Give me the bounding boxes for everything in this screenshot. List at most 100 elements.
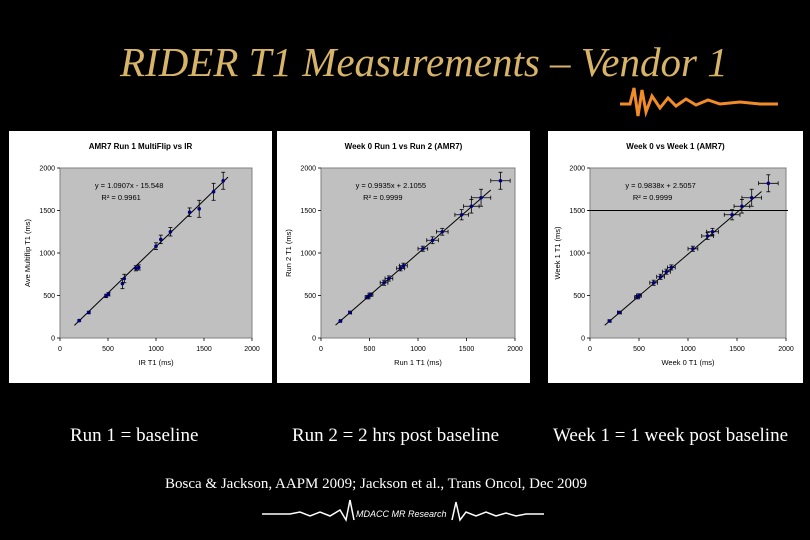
chart-title: AMR7 Run 1 MultiFlip vs IR [89, 142, 193, 151]
caption-week1: Week 1 = 1 week post baseline [553, 425, 789, 446]
chart-3: Week 0 vs Week 1 (AMR7) 0 500 1000 1500 2000 0… [553, 142, 794, 367]
data-point [766, 181, 771, 186]
trend-equation: y = 0.9838x + 2.5057 [625, 181, 695, 190]
trendline [335, 189, 492, 326]
data-point [430, 238, 435, 243]
x-tick-label: 1000 [680, 346, 696, 353]
x-tick-label: 500 [102, 346, 114, 353]
data-point [664, 269, 669, 274]
y-tick-label: 1000 [569, 251, 585, 258]
y-tick-label: 500 [304, 293, 316, 300]
ecg-wave-icon [620, 87, 778, 118]
r-squared: R² = 0.9999 [363, 193, 402, 202]
data-point [479, 195, 483, 200]
chart-panel-2: Week 0 Run 1 vs Run 2 (AMR7) 0 500 1000 1500… [277, 131, 530, 383]
x-axis-label: Run 1 T1 (ms) [394, 358, 442, 367]
data-point [617, 310, 622, 315]
y-axis-label: Ave Multiflip T1 (ms) [23, 218, 32, 287]
data-point [159, 237, 163, 242]
data-point [338, 319, 343, 323]
citation: Bosca & Jackson, AAPM 2009; Jackson et a… [165, 476, 588, 492]
caption-run1: Run 1 = baseline [70, 425, 199, 446]
data-point [421, 246, 425, 251]
data-point [221, 178, 225, 183]
data-point [637, 293, 641, 298]
chart-panel-1: AMR7 Run 1 MultiFlip vs IR 0 500 1000 1500 20… [9, 131, 272, 383]
data-point [387, 276, 391, 281]
x-tick-label: 0 [319, 346, 323, 353]
y-tick-label: 2000 [300, 166, 316, 173]
data-point [136, 265, 141, 270]
data-point [197, 207, 201, 211]
data-point [651, 280, 656, 285]
chart-2: Week 0 Run 1 vs Run 2 (AMR7) 0 500 1000 1500… [284, 142, 523, 367]
x-tick-label: 2000 [778, 346, 794, 353]
data-point [368, 292, 373, 297]
data-point [740, 204, 744, 209]
y-tick-label: 2000 [569, 166, 585, 173]
y-tick-label: 2000 [39, 166, 55, 173]
data-point [440, 229, 445, 234]
x-tick-label: 1000 [148, 346, 164, 353]
data-point [365, 295, 370, 299]
data-point [705, 234, 710, 238]
data-point [658, 275, 663, 279]
data-point [749, 195, 754, 200]
y-axis-label: Run 2 T1 (ms) [284, 229, 293, 277]
x-tick-label: 1500 [196, 346, 212, 353]
data-point [211, 190, 216, 194]
data-point [469, 204, 474, 209]
y-axis-label: Week 1 T1 (ms) [553, 226, 562, 280]
footer-text: MDACC MR Research [356, 509, 447, 519]
slide-title: RIDER T1 Measurements – Vendor 1 [120, 39, 728, 85]
r-squared: R² = 0.9961 [101, 193, 140, 202]
data-point [498, 178, 503, 183]
x-tick-label: 1500 [459, 346, 475, 353]
caption-run2: Run 2 = 2 hrs post baseline [292, 425, 500, 446]
y-tick-label: 1000 [300, 251, 316, 258]
y-tick-label: 0 [312, 336, 316, 343]
data-point [382, 280, 386, 285]
x-tick-label: 500 [364, 346, 376, 353]
x-tick-label: 0 [58, 346, 62, 353]
chart-panel-3: Week 0 vs Week 1 (AMR7) 0 500 1000 1500 2000 0… [548, 131, 803, 383]
data-point [459, 212, 464, 217]
data-point [154, 244, 158, 248]
y-tick-label: 1000 [39, 251, 55, 258]
data-point [168, 229, 173, 234]
data-point [106, 292, 111, 297]
data-point [187, 210, 192, 214]
data-point [87, 310, 91, 315]
chart-title: Week 0 vs Week 1 (AMR7) [626, 142, 725, 151]
data-point [134, 266, 138, 271]
x-tick-label: 2000 [507, 346, 523, 353]
r-squared: R² = 0.9999 [633, 193, 672, 202]
data-point [77, 318, 81, 323]
data-point [710, 229, 715, 234]
data-point [691, 246, 695, 251]
plot-area [59, 167, 253, 339]
data-point [122, 276, 127, 281]
data-point [607, 319, 612, 323]
data-point [401, 263, 406, 268]
y-tick-label: 0 [581, 336, 585, 343]
x-tick-label: 1500 [729, 346, 745, 353]
x-axis-label: Week 0 T1 (ms) [661, 358, 715, 367]
data-point [120, 281, 125, 286]
footer-wave-left-icon [262, 499, 355, 523]
y-tick-label: 500 [43, 293, 55, 300]
trend-equation: y = 1.0907x - 15.548 [95, 181, 164, 190]
y-tick-label: 1500 [300, 208, 316, 215]
data-point [348, 310, 352, 315]
data-point [669, 265, 674, 270]
y-tick-label: 1500 [39, 208, 55, 215]
trend-equation: y = 0.9935x + 2.1055 [356, 181, 426, 190]
y-tick-label: 500 [573, 293, 585, 300]
footer-wave-right-icon [451, 501, 544, 522]
chart-1: AMR7 Run 1 MultiFlip vs IR 0 500 1000 1500 20… [23, 142, 260, 367]
y-tick-label: 1500 [569, 208, 585, 215]
x-tick-label: 500 [633, 346, 645, 353]
x-axis-label: IR T1 (ms) [138, 358, 174, 367]
x-tick-label: 2000 [244, 346, 260, 353]
